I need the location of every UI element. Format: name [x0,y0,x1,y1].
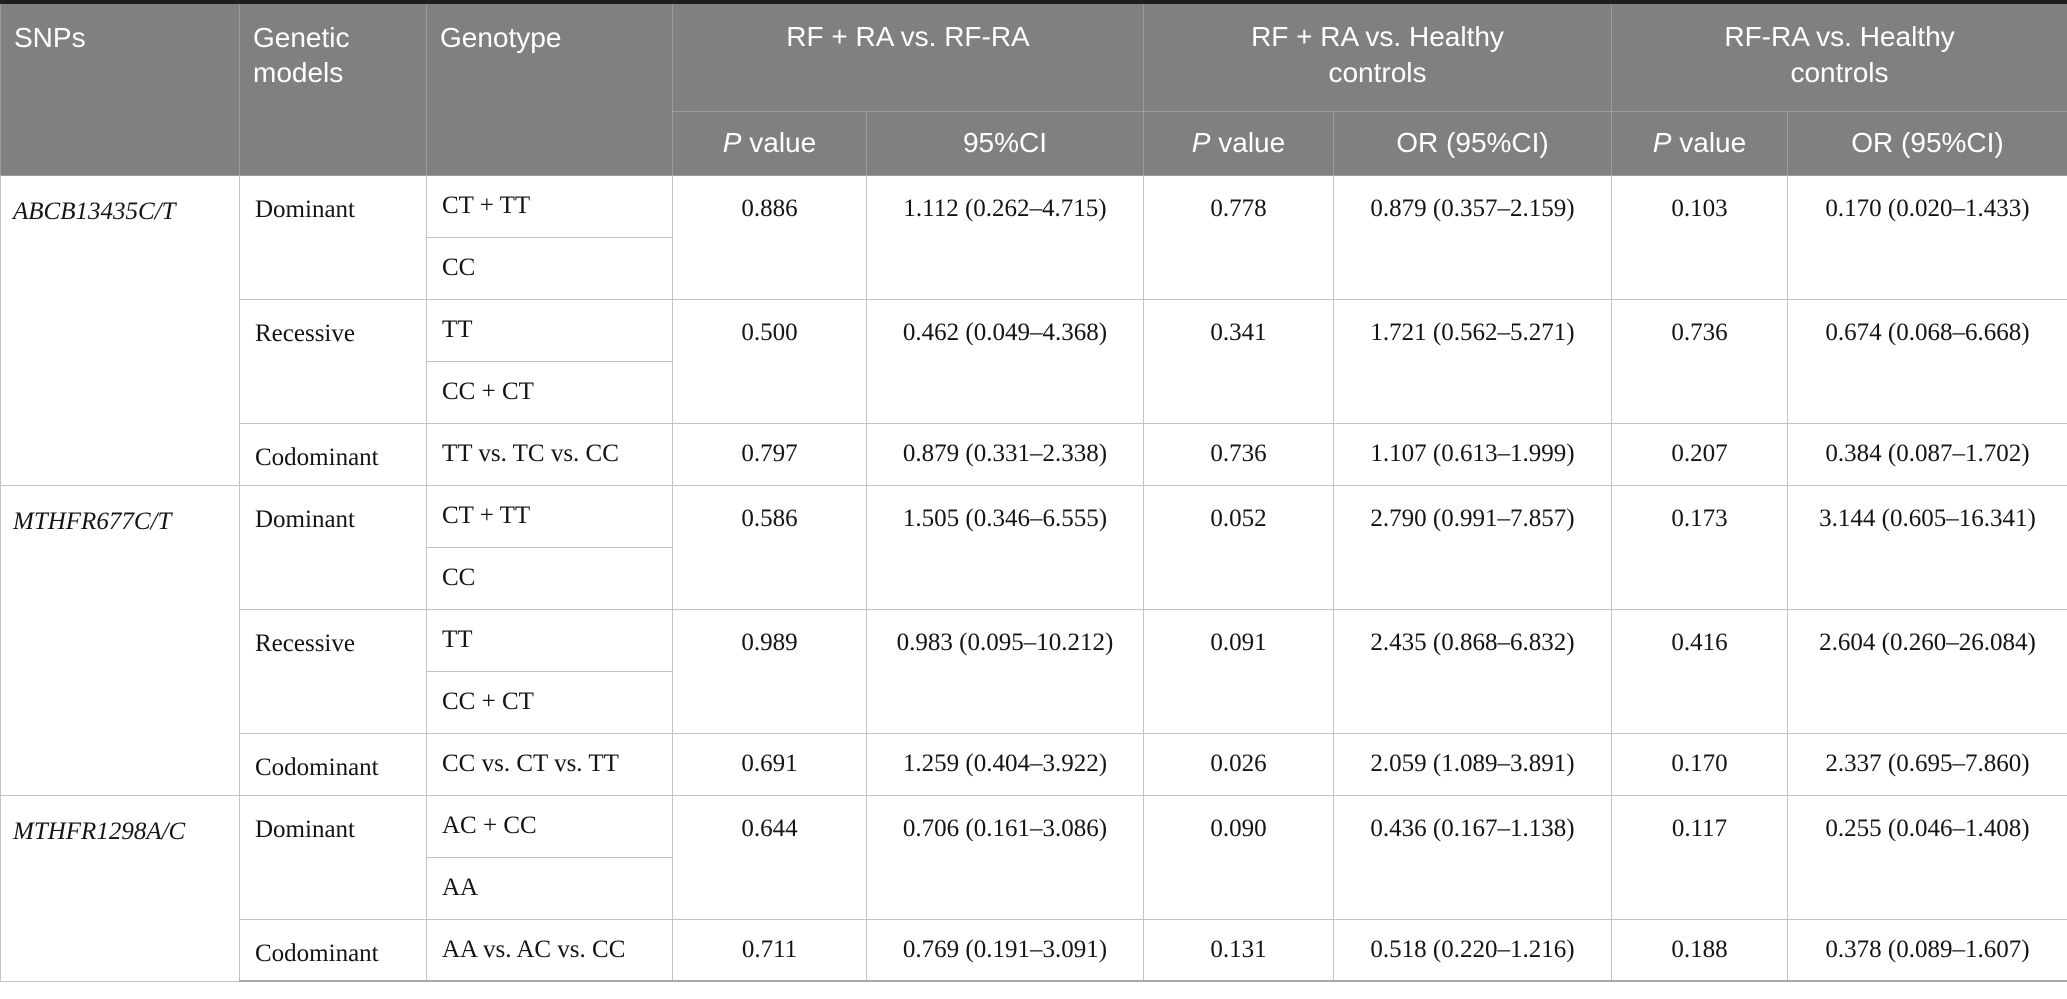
table-row: Recessive TT 0.989 0.983 (0.095–10.212) … [1,608,2067,734]
table-row: ABCB13435C/T Dominant CT + TT 0.886 1.11… [0,174,2067,486]
ci-cell: 1.112 (0.262–4.715) [866,174,1144,300]
or-cell: 2.337 (0.695–7.860) [1787,732,2067,796]
col-header-snps: SNPs [0,1,240,176]
p-value-cell: 0.341 [1143,298,1334,424]
genotype-cell: AC + CC [426,794,673,858]
subheader-or-2: OR (95%CI) [1333,110,1612,176]
p-value-cell: 0.117 [1611,794,1788,920]
table-row: MTHFR677C/T Dominant CT + TT 0.586 1.505… [0,484,2067,796]
or-cell: 2.790 (0.991–7.857) [1333,484,1612,610]
ci-cell: 1.505 (0.346–6.555) [866,484,1144,610]
table-row: CC + CT [1,670,2067,734]
model-cell: Dominant [239,174,427,300]
p-value-cell: 0.644 [672,794,867,920]
col-header-genotype: Genotype [426,1,673,176]
ci-cell: 0.706 (0.161–3.086) [866,794,1144,920]
genotype-cell: CC vs. CT vs. TT [426,732,673,796]
model-cell: Codominant [239,732,427,796]
genotype-cell: TT [426,298,673,362]
or-cell: 0.384 (0.087–1.702) [1787,422,2067,486]
p-value-cell: 0.173 [1611,484,1788,610]
p-value-cell: 0.026 [1143,732,1334,796]
genotype-cell: TT [426,608,673,672]
p-value-cell: 0.052 [1143,484,1334,610]
or-cell: 0.255 (0.046–1.408) [1787,794,2067,920]
table-body: ABCB13435C/T Dominant CT + TT 0.886 1.11… [0,174,2067,982]
model-cell: Dominant [239,484,427,610]
table-row: AA [1,856,2067,920]
p-value-cell: 0.103 [1611,174,1788,300]
snp-cell: MTHFR677C/T [0,484,240,796]
subheader-p-value-3: P value [1611,110,1788,176]
or-cell: 2.435 (0.868–6.832) [1333,608,1612,734]
table-row: Codominant TT vs. TC vs. CC 0.797 0.879 … [1,422,2067,486]
col-header-genetic-models: Genetic models [239,1,427,176]
model-cell: Recessive [239,608,427,734]
p-value-cell: 0.500 [672,298,867,424]
p-value-cell: 0.090 [1143,794,1334,920]
p-value-cell: 0.586 [672,484,867,610]
p-value-cell: 0.797 [672,422,867,486]
group-header-rfpos-vs-healthy: RF + RA vs. Healthy controls [1143,1,1612,112]
table-row: Recessive TT 0.500 0.462 (0.049–4.368) 0… [1,298,2067,424]
genotype-cell: TT vs. TC vs. CC [426,422,673,486]
genotype-cell: AA vs. AC vs. CC [426,918,673,982]
genotype-cell: AA [426,856,673,920]
p-value-cell: 0.778 [1143,174,1334,300]
table-header: SNPs Genetic models Genotype RF + RA vs.… [0,1,2067,176]
model-cell: Codominant [239,918,427,982]
or-cell: 0.170 (0.020–1.433) [1787,174,2067,300]
snp-cell: ABCB13435C/T [0,174,240,486]
or-cell: 2.604 (0.260–26.084) [1787,608,2067,734]
ci-cell: 0.879 (0.331–2.338) [866,422,1144,486]
subheader-ci-1: 95%CI [866,110,1144,176]
p-value-cell: 0.188 [1611,918,1788,982]
or-cell: 3.144 (0.605–16.341) [1787,484,2067,610]
table-row: Codominant CC vs. CT vs. TT 0.691 1.259 … [1,732,2067,796]
or-cell: 2.059 (1.089–3.891) [1333,732,1612,796]
or-cell: 1.107 (0.613–1.999) [1333,422,1612,486]
p-value-cell: 0.170 [1611,732,1788,796]
p-value-cell: 0.886 [672,174,867,300]
p-value-cell: 0.416 [1611,608,1788,734]
subheader-or-3: OR (95%CI) [1787,110,2067,176]
ci-cell: 0.769 (0.191–3.091) [866,918,1144,982]
genotype-cell: CC + CT [426,360,673,424]
subheader-p-value-2: P value [1143,110,1334,176]
ci-cell: 0.462 (0.049–4.368) [866,298,1144,424]
or-cell: 0.879 (0.357–2.159) [1333,174,1612,300]
p-value-cell: 0.736 [1611,298,1788,424]
p-value-cell: 0.207 [1611,422,1788,486]
p-value-cell: 0.711 [672,918,867,982]
p-value-cell: 0.091 [1143,608,1334,734]
table-row: Codominant AA vs. AC vs. CC 0.711 0.769 … [1,918,2067,982]
genotype-cell: CC + CT [426,670,673,734]
genotype-cell: CT + TT [426,484,673,548]
ci-cell: 1.259 (0.404–3.922) [866,732,1144,796]
p-value-cell: 0.736 [1143,422,1334,486]
group-header-rfneg-vs-healthy: RF-RA vs. Healthy controls [1611,1,2067,112]
subheader-p-value-1: P value [672,110,867,176]
genotype-cell: CT + TT [426,174,673,238]
snp-cell: MTHFR1298A/C [0,794,240,982]
or-cell: 0.436 (0.167–1.138) [1333,794,1612,920]
or-cell: 0.518 (0.220–1.216) [1333,918,1612,982]
model-cell: Codominant [239,422,427,486]
model-cell: Dominant [239,794,427,920]
or-cell: 0.674 (0.068–6.668) [1787,298,2067,424]
group-header-rfpos-vs-rfneg: RF + RA vs. RF-RA [672,1,1144,112]
genotype-cell: CC [426,546,673,610]
p-value-cell: 0.691 [672,732,867,796]
ci-cell: 0.983 (0.095–10.212) [866,608,1144,734]
or-cell: 1.721 (0.562–5.271) [1333,298,1612,424]
genotype-cell: CC [426,236,673,300]
p-value-cell: 0.131 [1143,918,1334,982]
p-value-cell: 0.989 [672,608,867,734]
or-cell: 0.378 (0.089–1.607) [1787,918,2067,982]
table-row: CC + CT [1,360,2067,424]
model-cell: Recessive [239,298,427,424]
table-row: MTHFR1298A/C Dominant AC + CC 0.644 0.70… [0,794,2067,982]
table-row: CC [1,236,2067,300]
